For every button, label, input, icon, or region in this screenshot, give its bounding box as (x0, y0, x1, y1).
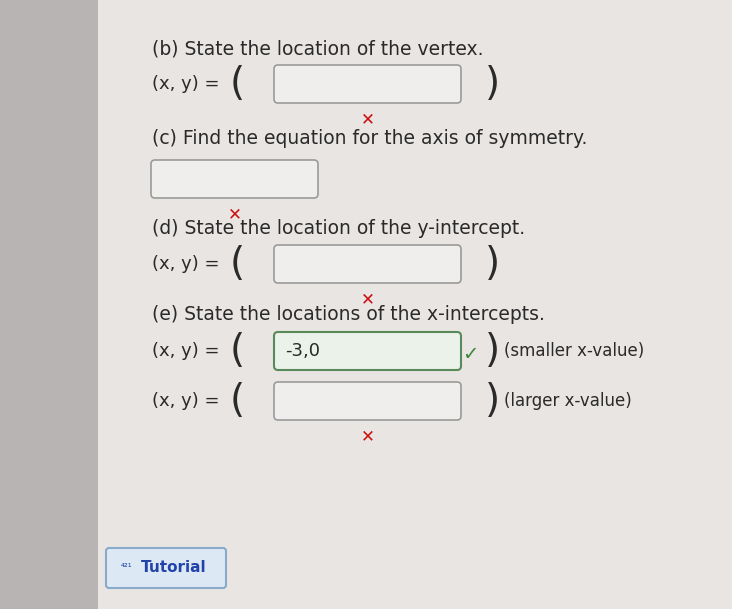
Text: ): ) (485, 332, 499, 370)
Text: (d) State the location of the y-intercept.: (d) State the location of the y-intercep… (152, 219, 525, 239)
FancyBboxPatch shape (98, 0, 732, 609)
Text: ): ) (485, 382, 499, 420)
Text: ✕: ✕ (361, 427, 375, 445)
Text: (: ( (229, 332, 244, 370)
FancyBboxPatch shape (106, 548, 226, 588)
Text: Tutorial: Tutorial (141, 560, 207, 576)
Text: ): ) (485, 65, 499, 103)
Text: (c) Find the equation for the axis of symmetry.: (c) Find the equation for the axis of sy… (152, 130, 587, 149)
Text: ✕: ✕ (361, 290, 375, 308)
Text: (x, y) =: (x, y) = (152, 392, 220, 410)
Text: (x, y) =: (x, y) = (152, 342, 220, 360)
FancyBboxPatch shape (274, 245, 461, 283)
Text: (b) State the location of the vertex.: (b) State the location of the vertex. (152, 40, 484, 58)
Text: (larger x-value): (larger x-value) (504, 392, 632, 410)
FancyBboxPatch shape (274, 382, 461, 420)
FancyBboxPatch shape (0, 0, 98, 609)
Text: (x, y) =: (x, y) = (152, 255, 220, 273)
Text: (smaller x-value): (smaller x-value) (504, 342, 644, 360)
Text: (x, y) =: (x, y) = (152, 75, 220, 93)
Text: ✓: ✓ (462, 345, 478, 365)
Text: (: ( (229, 245, 244, 283)
Text: (: ( (229, 65, 244, 103)
Text: ⁴²¹: ⁴²¹ (121, 563, 132, 573)
FancyBboxPatch shape (274, 332, 461, 370)
Text: (e) State the locations of the x-intercepts.: (e) State the locations of the x-interce… (152, 304, 545, 323)
Text: ): ) (485, 245, 499, 283)
Text: (: ( (229, 382, 244, 420)
Text: ✕: ✕ (228, 205, 242, 223)
FancyBboxPatch shape (151, 160, 318, 198)
Text: -3,0: -3,0 (285, 342, 320, 360)
FancyBboxPatch shape (274, 65, 461, 103)
Text: ✕: ✕ (361, 110, 375, 128)
